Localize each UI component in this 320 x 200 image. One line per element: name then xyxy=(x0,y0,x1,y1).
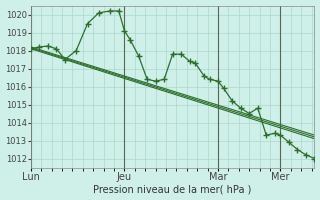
X-axis label: Pression niveau de la mer( hPa ): Pression niveau de la mer( hPa ) xyxy=(93,184,252,194)
